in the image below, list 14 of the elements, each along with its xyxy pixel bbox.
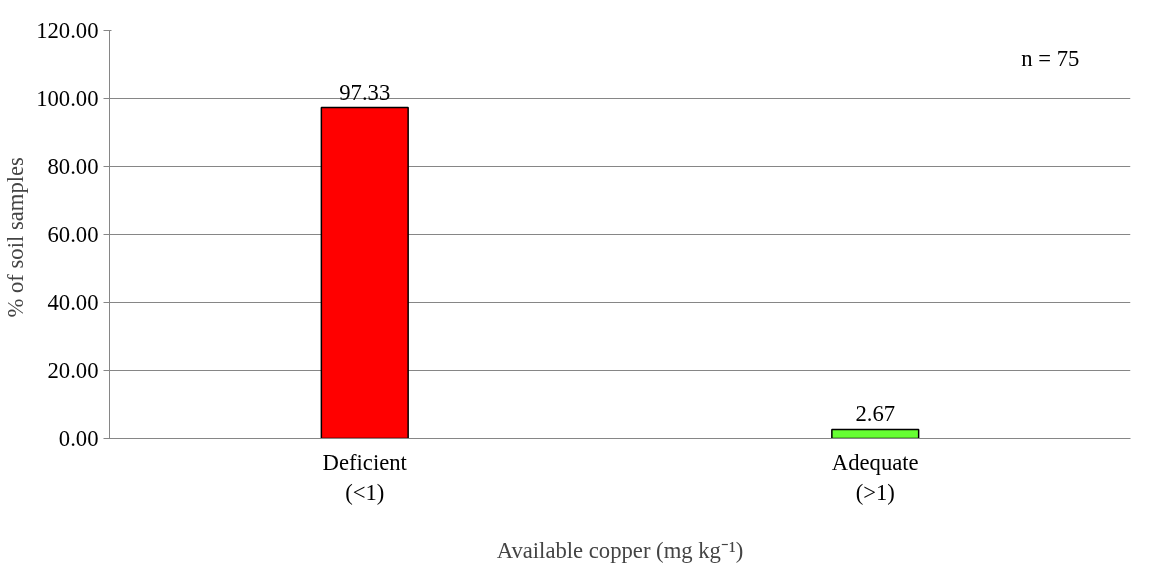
y-axis-title: % of soil samples	[3, 157, 29, 318]
y-tick-label: 100.00	[36, 86, 99, 111]
x-tick-label: Deficient (<1)	[322, 449, 408, 505]
x-axis-title: Available copper (mg kg⁻¹)	[496, 537, 744, 563]
y-tick-label: 60.00	[47, 222, 99, 247]
annotation: n = 75	[1021, 46, 1080, 72]
y-tick-label: 40.00	[47, 290, 99, 315]
y-tick-label: 120.00	[36, 18, 99, 43]
x-tick-label: Adequate (>1)	[831, 449, 919, 505]
data-label: 97.33	[339, 79, 391, 105]
y-tick-label: 20.00	[47, 358, 99, 383]
data-label: 2.67	[855, 401, 896, 427]
y-tick-label: 0.00	[58, 426, 99, 451]
y-tick-label: 80.00	[47, 154, 99, 179]
